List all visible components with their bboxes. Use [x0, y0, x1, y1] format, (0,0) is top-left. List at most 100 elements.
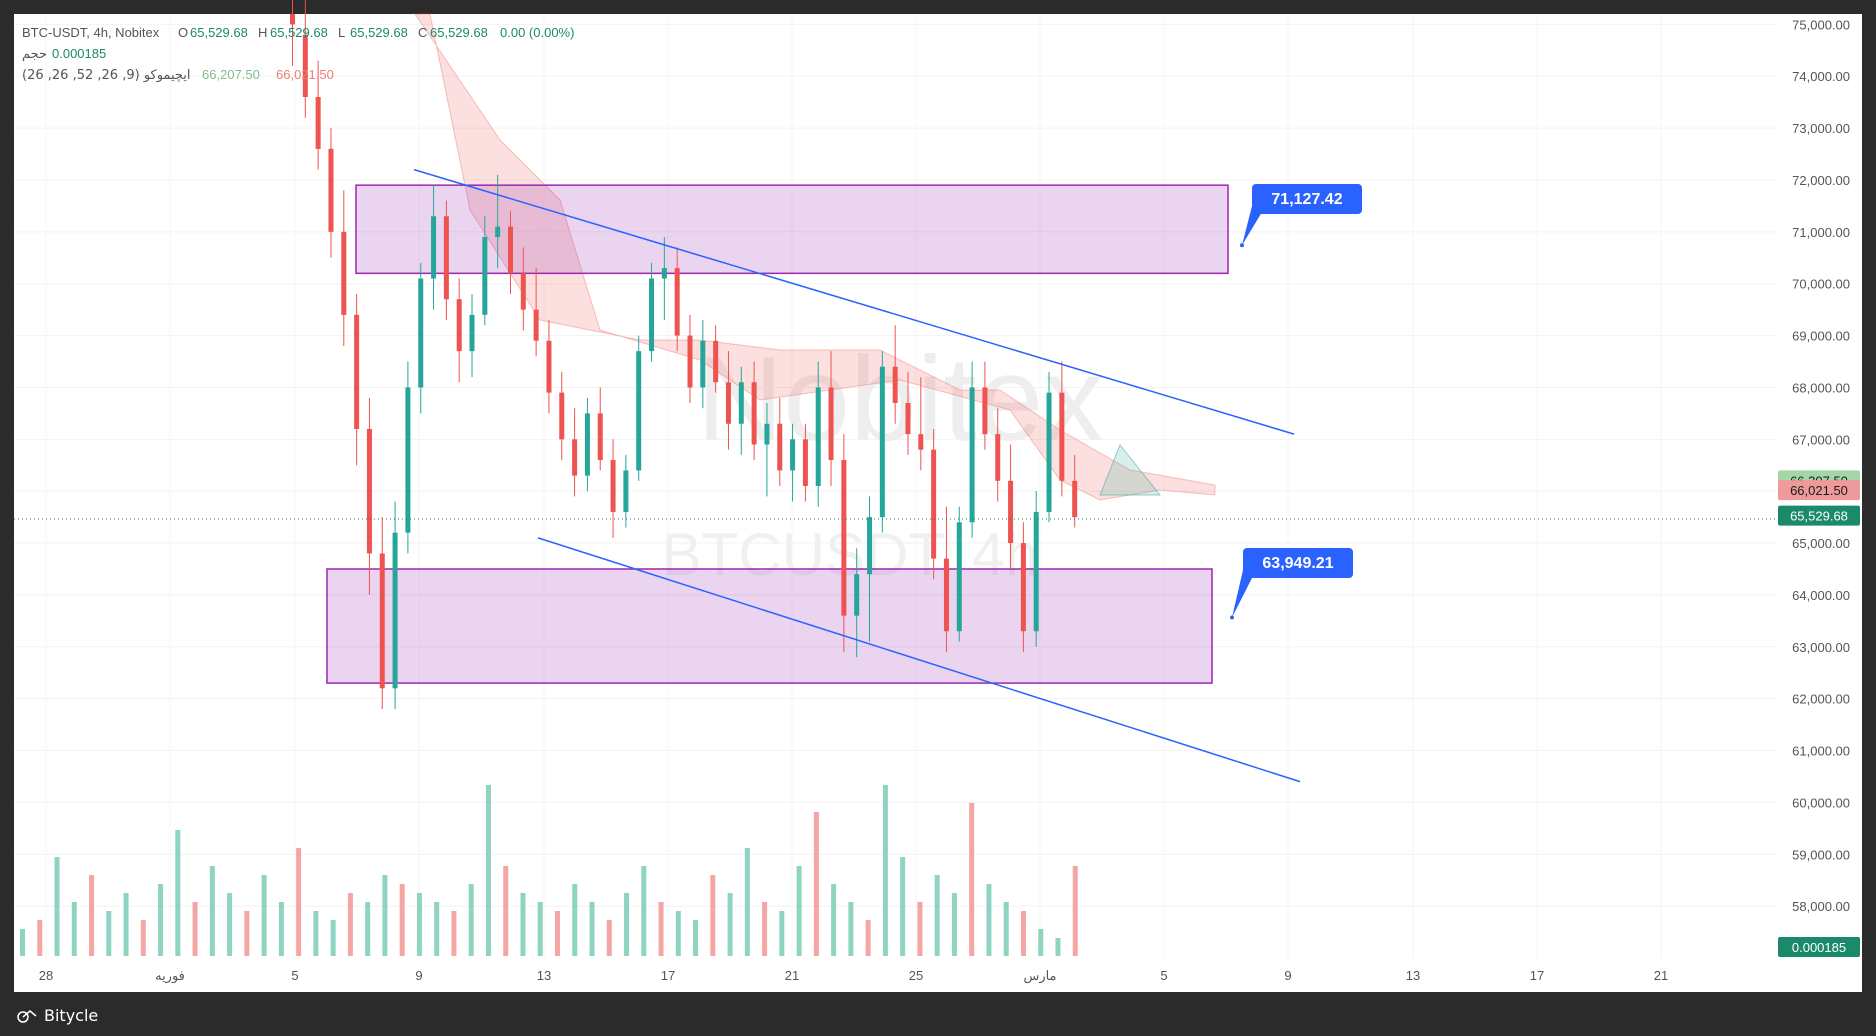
- resistance-zone[interactable]: [355, 184, 1229, 275]
- brand[interactable]: Bitycle: [16, 1006, 98, 1025]
- volume-bar: [727, 893, 733, 956]
- channel-upper-line[interactable]: [413, 168, 1295, 435]
- volume-bar: [779, 911, 785, 956]
- candle-body: [546, 340, 552, 393]
- annotation-anchor: [1240, 243, 1244, 248]
- x-tick-label: 21: [785, 968, 799, 983]
- candle-body: [610, 460, 616, 512]
- volume-bar: [796, 866, 802, 956]
- ichimoku-cloud: [414, 13, 1216, 501]
- x-tick-label: 17: [1530, 968, 1544, 983]
- volume-bar: [192, 902, 198, 956]
- volume-bar: [503, 866, 509, 956]
- candle-body: [1059, 392, 1065, 481]
- candle-body: [764, 423, 770, 445]
- candle-body: [533, 309, 539, 341]
- volume-bar: [347, 893, 353, 956]
- x-tick-label: 9: [415, 968, 422, 983]
- y-tick-label: 73,000.00: [1792, 121, 1850, 136]
- volume-bar: [555, 911, 560, 956]
- candle-body: [802, 439, 808, 486]
- candle-body: [905, 403, 911, 435]
- volume-bar: [693, 920, 699, 956]
- candle-body: [649, 278, 655, 352]
- volume-bar: [89, 875, 95, 956]
- volume-bar: [313, 911, 319, 956]
- channel-lower-line[interactable]: [537, 537, 1301, 783]
- volume-bar: [572, 884, 578, 956]
- candle-body: [482, 237, 488, 315]
- zones[interactable]: [326, 184, 1229, 684]
- watermark-sub: BTCUSDT, 4h: [662, 521, 1039, 588]
- volume-bar: [606, 920, 612, 956]
- x-tick-label: 13: [1406, 968, 1420, 983]
- annotation-anchor: [1230, 615, 1234, 620]
- volume-bar: [934, 875, 940, 956]
- chart-background: [14, 14, 1862, 992]
- volume-bar: [986, 884, 992, 956]
- volume-bar: [468, 884, 474, 956]
- annotation-box[interactable]: [1243, 548, 1353, 578]
- cloud-bearish: [414, 13, 1216, 501]
- candle-body: [879, 366, 885, 518]
- price-label-box: [1778, 505, 1860, 526]
- candle-body: [751, 382, 757, 445]
- candles: [290, 0, 1078, 710]
- candle-body: [867, 517, 873, 575]
- candle-body: [918, 434, 924, 450]
- candle-body: [892, 366, 898, 404]
- volume-bar: [882, 785, 888, 956]
- x-tick-label: 5: [291, 968, 298, 983]
- candle-body: [661, 268, 667, 279]
- candle-body: [674, 268, 680, 336]
- volume-bar: [434, 902, 440, 956]
- candle-body: [931, 449, 937, 559]
- volume-bar: [813, 812, 819, 956]
- legend-ohlc-key: C: [418, 25, 427, 40]
- annotation-box[interactable]: [1252, 184, 1362, 214]
- candle-body: [559, 392, 565, 440]
- candle-body: [995, 434, 1001, 481]
- y-tick-label: 70,000.00: [1792, 277, 1850, 292]
- volume-bar: [1020, 911, 1026, 956]
- volume-bar: [951, 893, 957, 956]
- volume-bar: [744, 848, 750, 956]
- volume-bar: [175, 830, 181, 956]
- legend-volume-value: 0.000185: [52, 46, 106, 61]
- y-tick-label: 72,000.00: [1792, 173, 1850, 188]
- volume-bar: [1055, 938, 1061, 956]
- price-axis[interactable]: 75,000.00 74,000.00 73,000.00 72,000.00 71,0…: [1778, 17, 1860, 957]
- volume-bar: [641, 866, 647, 956]
- candle-body: [1046, 392, 1052, 512]
- candle-body: [495, 226, 501, 238]
- candle-body: [431, 216, 437, 279]
- candle-body: [418, 278, 424, 388]
- volume-bar: [140, 920, 146, 956]
- channel-lines[interactable]: [413, 168, 1301, 783]
- candle-body: [315, 96, 321, 149]
- x-tick-label: 9: [1284, 968, 1291, 983]
- y-tick-label: 59,000.00: [1792, 847, 1850, 862]
- candle-body: [943, 558, 949, 632]
- volume-bar: [624, 893, 630, 956]
- candle-body: [328, 148, 334, 232]
- legend-ohlc-value: 65,529.68: [190, 25, 248, 40]
- volume-bar: [123, 893, 129, 956]
- time-axis[interactable]: 28 فوریه 5 9 13 17 21 25 مارس 5 9 13 17 21: [39, 968, 1668, 984]
- volume-bar: [675, 911, 681, 956]
- y-tick-label: 74,000.00: [1792, 69, 1850, 84]
- candle-body: [687, 335, 693, 388]
- annotation-text: 71,127.42: [1271, 191, 1342, 208]
- volume-bar: [658, 902, 664, 956]
- volume-bar: [20, 929, 25, 956]
- legend-volume-label: حجم: [22, 47, 47, 62]
- legend: BTC-USDT, 4h, Nobitex O 65,529.68 H 65,529.6…: [22, 25, 574, 83]
- volume-bar: [589, 902, 595, 956]
- annotation-pointer: [1232, 570, 1253, 618]
- support-zone[interactable]: [326, 568, 1213, 684]
- volume-bar: [158, 884, 164, 956]
- volume-label-text: 0.000185: [1792, 940, 1846, 955]
- volume-bar: [1072, 866, 1078, 956]
- price-annotations[interactable]: 71,127.42 63,949.21: [1230, 184, 1362, 620]
